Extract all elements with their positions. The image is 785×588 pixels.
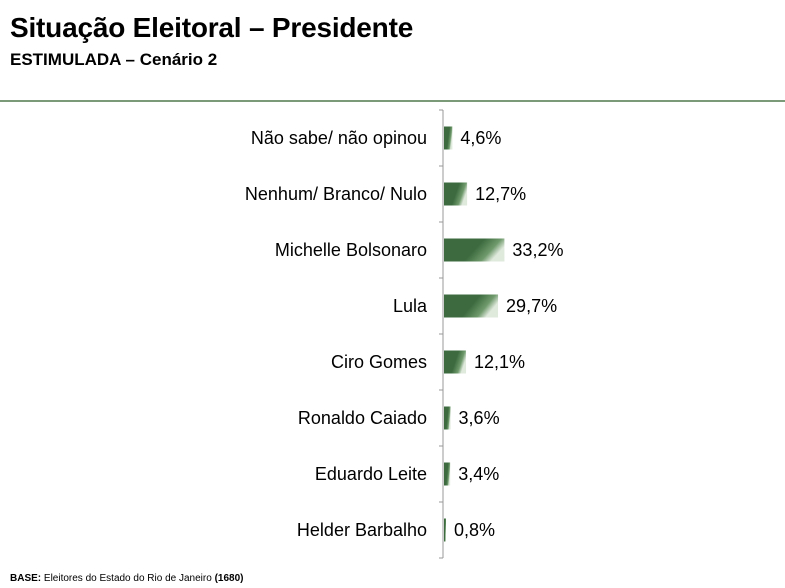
value-label: 29,7% xyxy=(506,296,557,316)
value-label: 12,1% xyxy=(474,352,525,372)
bar xyxy=(444,518,446,542)
category-label: Ronaldo Caiado xyxy=(298,408,427,428)
value-label: 12,7% xyxy=(475,184,526,204)
footer-base-count: (1680) xyxy=(214,573,244,584)
category-label: Michelle Bolsonaro xyxy=(275,240,427,260)
bar xyxy=(444,406,451,430)
category-label: Helder Barbalho xyxy=(297,520,427,540)
bar xyxy=(444,182,468,206)
bar xyxy=(444,462,451,486)
category-label: Eduardo Leite xyxy=(315,464,427,484)
value-label: 3,6% xyxy=(459,408,500,428)
category-label: Não sabe/ não opinou xyxy=(251,128,427,148)
value-label: 33,2% xyxy=(512,240,563,260)
bar xyxy=(444,350,467,374)
value-label: 3,4% xyxy=(458,464,499,484)
bar xyxy=(444,238,505,262)
bar-chart: Não sabe/ não opinou 4,6% Nenhum/ Branco/ … xyxy=(245,109,563,559)
page-title: Situação Eleitoral – Presidente xyxy=(10,12,414,43)
bar xyxy=(444,126,453,150)
page-subtitle: ESTIMULADA – Cenário 2 xyxy=(10,50,218,69)
header-divider xyxy=(0,100,785,102)
value-label: 0,8% xyxy=(454,520,495,540)
category-label: Ciro Gomes xyxy=(331,352,427,372)
category-label: Nenhum/ Branco/ Nulo xyxy=(245,184,427,204)
value-label: 4,6% xyxy=(460,128,501,148)
bar xyxy=(444,294,499,318)
category-label: Lula xyxy=(393,296,428,316)
footer-base-text: Eleitores do Estado do Rio de Janeiro xyxy=(41,573,215,584)
footer-base: BASE: Eleitores do Estado do Rio de Jane… xyxy=(10,573,243,584)
footer-base-label: BASE: xyxy=(10,573,42,584)
